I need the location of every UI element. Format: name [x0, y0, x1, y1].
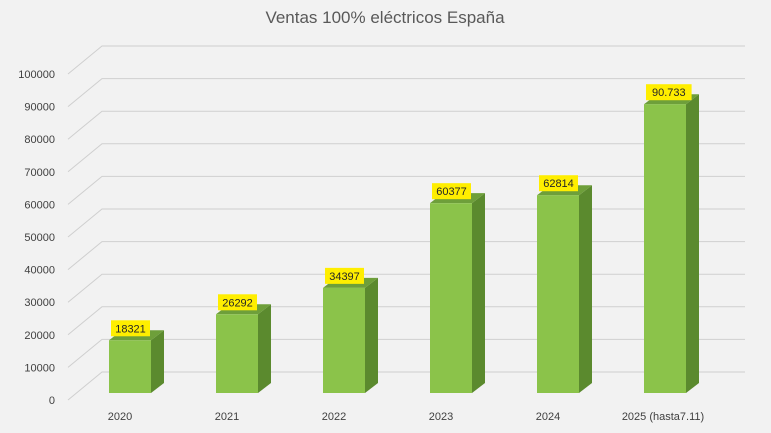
gridline: [67, 371, 745, 401]
gridline: [67, 110, 745, 140]
gridline: [67, 241, 745, 270]
bar: [537, 185, 592, 393]
y-tick-label: 60000: [24, 199, 55, 211]
data-label-text: 18321: [115, 323, 146, 335]
data-label: 34397: [325, 267, 364, 284]
data-label-bg: [218, 294, 257, 311]
gridline: [67, 273, 745, 303]
y-tick-label: 30000: [24, 297, 55, 309]
bar-front: [216, 314, 258, 393]
y-tick-label: 0: [49, 395, 55, 407]
bar-side: [151, 330, 164, 393]
data-label-bg: [111, 320, 150, 337]
gridline: [67, 338, 745, 368]
y-tick-label: 100000: [18, 69, 55, 81]
x-tick-label: 2021: [215, 411, 239, 423]
bar-side: [472, 193, 485, 393]
bar-side: [365, 277, 378, 393]
y-tick-label: 50000: [24, 232, 55, 244]
data-label: 60377: [432, 183, 471, 200]
x-tick-label: 2020: [108, 411, 132, 423]
data-label-bg: [432, 183, 471, 200]
bar-front: [430, 203, 472, 393]
bar-side: [579, 185, 592, 393]
y-axis-ticks: 0 10000 20000 30000 40000 50000 60000 70000 8000…: [18, 69, 55, 407]
chart-title: Ventas 100% eléctricos España: [265, 8, 505, 27]
bar-front: [109, 340, 151, 393]
data-label: 90.733: [646, 84, 692, 101]
bar-side: [258, 304, 271, 393]
data-label-text: 90.733: [652, 87, 686, 99]
data-label-text: 26292: [222, 297, 253, 309]
gridline: [67, 78, 745, 107]
data-label-text: 34397: [329, 271, 360, 283]
y-tick-label: 20000: [24, 330, 55, 342]
data-label-bg: [646, 84, 692, 101]
bar: [216, 304, 271, 393]
gridline: [67, 45, 745, 75]
bar-side: [686, 94, 699, 393]
bar-front: [323, 287, 365, 393]
y-tick-label: 90000: [24, 102, 55, 114]
bar: [430, 193, 485, 393]
data-label: 62814: [539, 175, 578, 192]
x-tick-label: 2023: [429, 411, 453, 423]
data-label: 26292: [218, 294, 257, 311]
x-tick-label: 2025 (hasta7.11): [622, 411, 704, 423]
x-tick-label: 2022: [322, 411, 346, 423]
y-tick-label: 40000: [24, 265, 55, 277]
bar-front: [644, 104, 686, 393]
gridline: [67, 143, 745, 173]
data-label-bg: [539, 175, 578, 192]
x-axis-labels: 2020 2021 2022 2023 2024 2025 (hasta7.11): [108, 411, 704, 423]
data-label-bg: [325, 267, 364, 284]
bar: [323, 277, 378, 393]
data-label-text: 60377: [436, 186, 467, 198]
gridline: [67, 306, 745, 336]
bars: [109, 94, 699, 393]
gridline: [67, 208, 745, 238]
x-tick-label: 2024: [536, 411, 560, 423]
bar-front: [537, 195, 579, 393]
y-tick-label: 70000: [24, 167, 55, 179]
data-label: 18321: [111, 320, 150, 337]
gridline: [67, 175, 745, 205]
data-label-text: 62814: [543, 178, 574, 190]
data-labels: 18321 26292 34397 60377 62814 90.733: [111, 84, 692, 337]
bar: [109, 330, 164, 393]
y-tick-label: 80000: [24, 134, 55, 146]
bar: [644, 94, 699, 393]
y-tick-label: 10000: [24, 362, 55, 374]
gridlines: [67, 45, 745, 401]
